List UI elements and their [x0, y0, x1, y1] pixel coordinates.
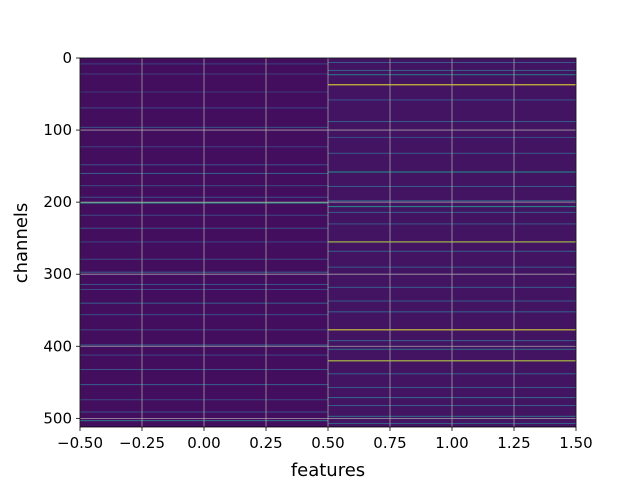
x-tick-label: 0.25 — [249, 434, 282, 452]
y-tick-label: 100 — [43, 121, 72, 139]
y-axis-label: channels — [11, 203, 32, 284]
x-tick-label: −0.25 — [119, 434, 165, 452]
y-tick-label: 300 — [43, 265, 72, 283]
grid-lines — [80, 58, 576, 427]
y-tick-label: 400 — [43, 337, 72, 355]
x-tick-label: 0.50 — [311, 434, 344, 452]
x-axis: −0.50 −0.25 0.00 0.25 0.50 0.75 1.00 1.25 1.50 — [57, 427, 593, 452]
y-axis: 0 100 200 300 400 500 — [43, 49, 80, 427]
y-tick-label: 0 — [62, 49, 72, 67]
x-tick-label: 0.75 — [373, 434, 406, 452]
x-tick-label: 1.00 — [435, 434, 468, 452]
y-tick-label: 200 — [43, 193, 72, 211]
x-tick-label: 0.00 — [187, 434, 220, 452]
x-axis-label: features — [291, 460, 365, 480]
plot-area — [80, 58, 576, 427]
x-tick-label: 1.50 — [559, 434, 592, 452]
y-tick-label: 500 — [43, 409, 72, 427]
x-tick-label: −0.50 — [57, 434, 103, 452]
x-tick-label: 1.25 — [497, 434, 530, 452]
